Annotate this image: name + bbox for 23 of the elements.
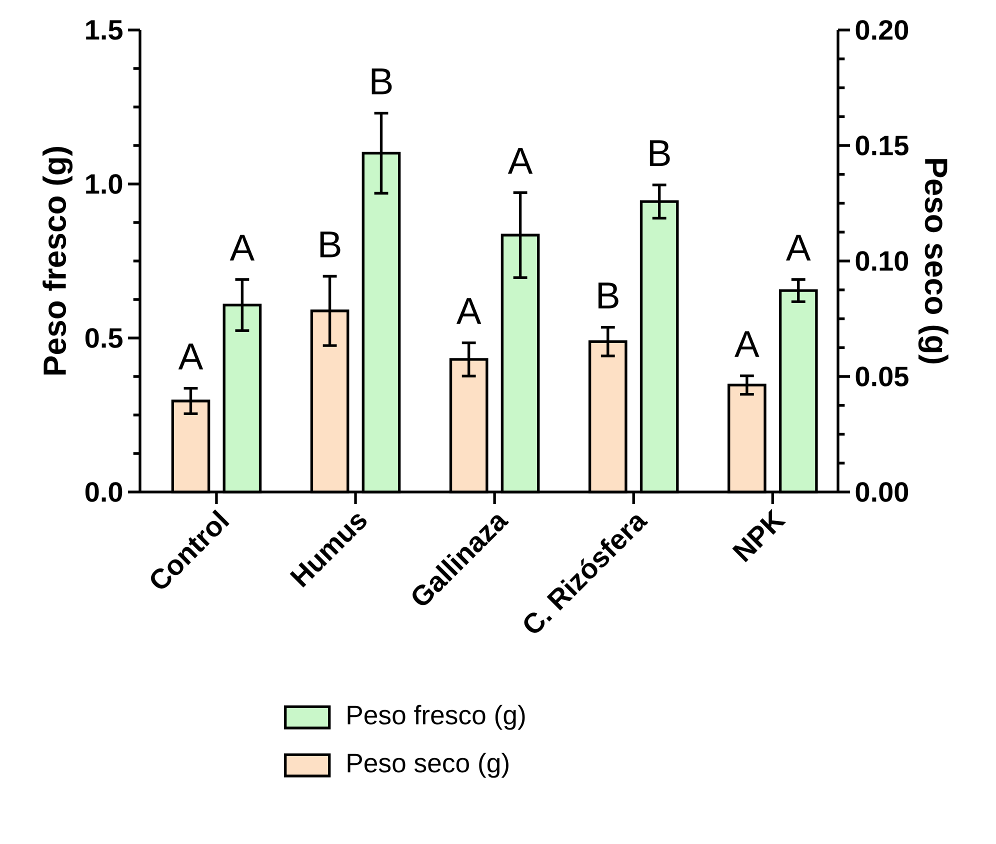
data-label: B [650, 140, 670, 166]
data-label: B [598, 282, 618, 308]
y2-axis-title: Peso seco (g) [918, 159, 948, 364]
data-label: A [456, 298, 482, 324]
y2-tick-label: 0.00 [856, 482, 908, 502]
legend-label: Peso seco (g) [348, 752, 508, 778]
data-label: A [734, 331, 760, 357]
data-label: A [786, 234, 811, 261]
data-label: B [320, 232, 340, 258]
y2-tick-label: 0.10 [856, 251, 908, 271]
y2-tick-label: 0.15 [856, 136, 908, 156]
y-tick-label: 1.0 [86, 174, 122, 194]
data-label: B [372, 68, 392, 94]
y-tick-label: 0.0 [85, 482, 122, 502]
y-tick-label: 1.5 [86, 20, 122, 40]
data-label: A [508, 148, 533, 174]
y-axis-title: Peso fresco (g) [42, 147, 73, 374]
y2-tick-label: 0.05 [856, 366, 908, 386]
data-label: A [230, 234, 255, 261]
y-tick-label: 0.5 [85, 328, 122, 348]
data-label: A [178, 344, 204, 370]
y2-tick-label: 0.20 [856, 20, 908, 40]
legend-label: Peso fresco (g) [348, 704, 525, 730]
